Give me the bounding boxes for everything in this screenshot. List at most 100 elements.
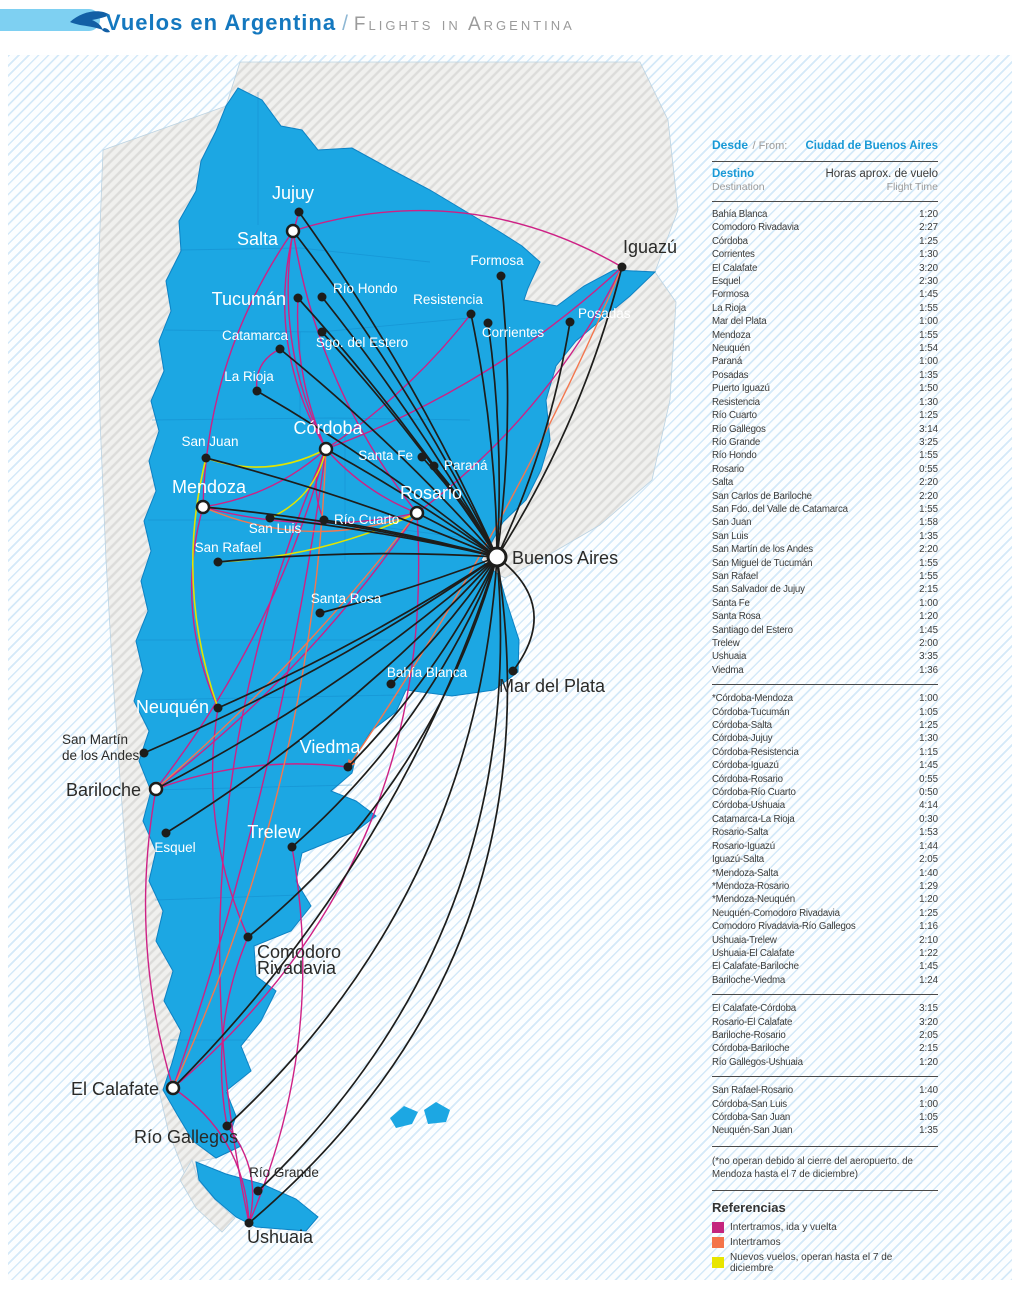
city-label-rio-hondo: Río Hondo xyxy=(333,281,398,296)
flight-row: Comodoro Rivadavia-Río Gallegos 1:16 xyxy=(712,920,938,933)
city-label-la-rioja: La Rioja xyxy=(224,369,274,384)
city-marker-rio-grande xyxy=(253,1186,263,1196)
route-cordoba-tucuman xyxy=(296,297,327,450)
route-el-calafate-cordoba xyxy=(172,448,327,1089)
flight-time: 1:45 xyxy=(919,289,938,301)
flight-destination: *Mendoza-Neuquén xyxy=(712,894,795,906)
flight-destination: Córdoba-Salta xyxy=(712,720,772,732)
city-marker-resistencia xyxy=(466,309,476,319)
flight-time: 1:54 xyxy=(919,343,938,355)
flight-row: Río Cuarto 1:25 xyxy=(712,409,938,422)
flight-row: Ushuaia-Trelew 2:10 xyxy=(712,934,938,947)
flight-row: Santa Fe 1:00 xyxy=(712,597,938,610)
flight-destination: Córdoba-Río Cuarto xyxy=(712,787,796,799)
route-el-calafate-bariloche xyxy=(144,788,174,1089)
route-buenos-aires-resistencia xyxy=(470,313,498,558)
flight-destination: Mar del Plata xyxy=(712,316,767,328)
flight-destination: San Miguel de Tucumán xyxy=(712,557,813,569)
route-buenos-aires-rio-grande xyxy=(257,556,502,1192)
route-cordoba-jujuy xyxy=(284,211,327,450)
route-bariloche-viedma xyxy=(155,763,349,790)
flight-row: El Calafate 3:20 xyxy=(712,262,938,275)
city-marker-san-juan xyxy=(201,453,211,463)
flight-row: Neuquén-Comodoro Rivadavia 1:25 xyxy=(712,907,938,920)
flight-time: 2:00 xyxy=(919,638,938,649)
route-buenos-aires-cordoba xyxy=(325,448,498,558)
route-buenos-aires-esquel xyxy=(165,556,498,834)
city-label-buenos-aires: Buenos Aires xyxy=(512,548,618,568)
route-cordoba-salta xyxy=(287,230,327,450)
flight-row: Ushuaia-El Calafate 1:22 xyxy=(712,947,938,960)
legend-item: Nuevos vuelos, operan hasta el 7 de dici… xyxy=(712,1252,938,1274)
flight-destination: San Salvador de Jujuy xyxy=(712,584,805,596)
flight-destination: Río Grande xyxy=(712,436,761,448)
route-buenos-aires-santa-rosa xyxy=(319,556,498,614)
flight-destination: Córdoba-Jujuy xyxy=(712,733,773,745)
flight-time: 2:20 xyxy=(919,477,938,489)
city-marker-jujuy xyxy=(294,207,304,217)
flight-row: Córdoba-Resistencia 1:15 xyxy=(712,746,938,759)
flight-row: *Mendoza-Salta 1:40 xyxy=(712,867,938,880)
flight-time: 3:14 xyxy=(919,423,938,435)
city-marker-salta xyxy=(285,223,301,239)
flight-destination: Santa Fe xyxy=(712,597,750,609)
flight-row: Córdoba-Jujuy 1:30 xyxy=(712,732,938,745)
city-label-viedma: Viedma xyxy=(300,737,362,757)
flight-time: 1:50 xyxy=(919,383,938,395)
city-label-salta: Salta xyxy=(237,229,279,249)
flight-destination: Río Gallegos-Ushuaia xyxy=(712,1056,803,1068)
flight-row: San Fdo. del Valle de Catamarca 1:55 xyxy=(712,503,938,516)
city-label-catamarca: Catamarca xyxy=(222,328,289,343)
city-label-rio-gallegos: Río Gallegos xyxy=(134,1127,238,1147)
city-labels: Jujuy Salta Iguazú Formosa Tucumán Río Hondo R… xyxy=(62,183,677,1247)
flight-time: 1:22 xyxy=(919,947,938,959)
route-buenos-aires-salta xyxy=(292,230,498,558)
flight-time: 1:45 xyxy=(919,760,938,772)
flight-row: San Rafael-Rosario 1:40 xyxy=(712,1084,938,1097)
flight-row: Corrientes 1:30 xyxy=(712,248,938,261)
flight-row: Formosa 1:45 xyxy=(712,288,938,301)
route-mendoza-neuquen xyxy=(190,506,219,709)
flight-time: 1:00 xyxy=(919,693,938,705)
route-buenos-aires-catamarca xyxy=(279,348,498,558)
flight-destination: Resistencia xyxy=(712,396,760,408)
flight-table-section-4: San Rafael-Rosario 1:40 Córdoba-San Luis 1:… xyxy=(712,1076,938,1138)
legend-item: Intertramos xyxy=(712,1236,938,1248)
flight-table-section-1: Bahía Blanca 1:20 Comodoro Rivadavia 2:27 Có… xyxy=(712,208,938,677)
flight-destination: San Luis xyxy=(712,530,749,542)
flight-destination: Formosa xyxy=(712,289,749,301)
flight-time: 4:14 xyxy=(919,800,938,812)
route-bariloche-rosario xyxy=(155,512,418,790)
flight-table: Bahía Blanca 1:20 Comodoro Rivadavia 2:27 Có… xyxy=(712,202,938,1147)
flight-time: 1:45 xyxy=(919,624,938,636)
header-bar: Vuelos en Argentina / Flights in Argentina xyxy=(0,0,1020,52)
flight-row: San Martín de los Andes 2:20 xyxy=(712,543,938,556)
flight-row: Río Hondo 1:55 xyxy=(712,449,938,462)
route-buenos-aires-rio-gallegos xyxy=(226,556,498,1127)
city-marker-el-calafate xyxy=(165,1080,181,1096)
route-buenos-aires-san-martin-de-los-andes xyxy=(143,556,498,754)
tierra-del-fuego-argentina xyxy=(195,1161,319,1232)
city-marker-catamarca xyxy=(275,344,285,354)
city-marker-mar-del-plata xyxy=(508,666,518,676)
flight-row: Salta 2:20 xyxy=(712,476,938,489)
flight-time: 1:55 xyxy=(919,503,938,515)
flight-destination: San Juan xyxy=(712,517,752,529)
flight-destination: Córdoba-Ushuaia xyxy=(712,800,785,812)
flight-time: 1:35 xyxy=(919,530,938,542)
flight-time: 1:55 xyxy=(919,329,938,341)
city-label-corrientes: Corrientes xyxy=(482,325,545,340)
flight-row: San Carlos de Bariloche 2:20 xyxy=(712,490,938,503)
flight-destination: Córdoba-Tucumán xyxy=(712,706,790,718)
flight-time: 3:35 xyxy=(919,651,938,663)
flight-destination: Córdoba-Rosario xyxy=(712,773,783,785)
logo-band xyxy=(0,9,110,33)
flight-table-section-3: El Calafate-Córdoba 3:15 Rosario-El Calafa… xyxy=(712,994,938,1069)
flight-time: 2:30 xyxy=(919,276,938,288)
route-buenos-aires-jujuy xyxy=(298,211,498,558)
flight-time-column-header: Horas aprox. de vuelo Flight Time xyxy=(825,168,938,193)
flight-destination: Río Cuarto xyxy=(712,410,757,422)
city-marker-rio-cuarto xyxy=(319,515,329,525)
falkland-islands xyxy=(390,1102,450,1128)
